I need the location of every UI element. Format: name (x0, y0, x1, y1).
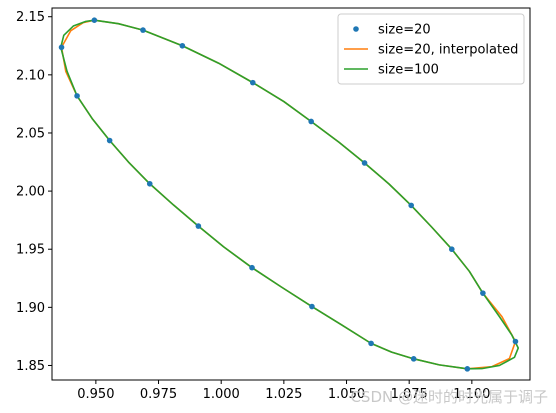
series-point (249, 264, 255, 271)
series-point (106, 137, 113, 144)
x-tick-label: 0.975 (140, 387, 177, 402)
plot-area (58, 17, 520, 372)
series-point (512, 338, 519, 345)
series-point (368, 340, 374, 347)
series-point (480, 290, 486, 296)
y-tick-label: 1.85 (16, 359, 45, 374)
series-line-2 (59, 19, 520, 370)
axes: 0.950 0.975 1.000 1.025 1.050 1.075 1.100 1.85 1… (16, 7, 531, 402)
y-tick-label: 2.15 (16, 10, 45, 25)
y-tick-label: 2.10 (16, 68, 45, 83)
series-point (146, 180, 153, 187)
series-point (464, 366, 471, 372)
series-point (448, 246, 455, 253)
y-tick-label: 2.00 (16, 185, 45, 200)
series-point (361, 160, 368, 166)
axes-frame (51, 7, 531, 381)
series-point (195, 223, 202, 229)
x-tick-label: 1.100 (453, 387, 490, 402)
series-point (74, 93, 80, 99)
legend-label: size=100 (378, 63, 439, 78)
series-point (309, 303, 315, 310)
y-tick-label: 1.95 (16, 243, 45, 258)
y-tick-label: 1.90 (16, 301, 45, 316)
series-point (179, 42, 186, 49)
series-point (308, 118, 314, 125)
legend-marker (353, 26, 359, 32)
legend-box (337, 13, 525, 85)
x-tick-label: 1.025 (265, 387, 302, 402)
x-tick-label: 1.075 (391, 387, 428, 402)
series-point (140, 27, 146, 33)
y-tick-label: 2.05 (16, 126, 45, 141)
x-tick-label: 0.950 (77, 387, 114, 402)
legend: size=20 size=20, interpolated size=100 (337, 13, 525, 85)
series-point (91, 17, 98, 24)
x-tick-label: 1.000 (203, 387, 240, 402)
series-point (58, 44, 65, 51)
legend-label: size=20, interpolated (378, 43, 518, 58)
legend-label: size=20 (378, 23, 431, 38)
series-point (408, 202, 414, 209)
watermark-text: CSDN @迷时的时光属于调子 (350, 388, 548, 406)
x-tick-label: 1.050 (328, 387, 365, 402)
series-point (410, 356, 417, 362)
series-point (249, 79, 256, 86)
